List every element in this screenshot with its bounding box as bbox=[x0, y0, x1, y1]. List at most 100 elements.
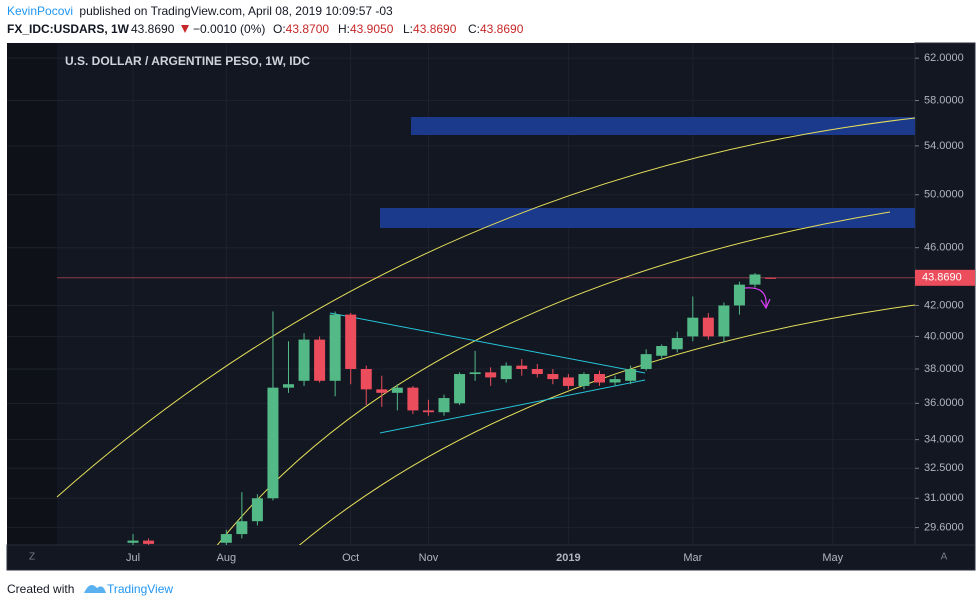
ohlc-value: 43.9050 bbox=[350, 22, 394, 36]
candle-body bbox=[469, 372, 481, 375]
candle-body bbox=[391, 387, 403, 393]
last-price: 43.8690 bbox=[131, 22, 175, 36]
candle-body bbox=[236, 521, 248, 535]
candle-body bbox=[345, 314, 357, 369]
button-a[interactable]: A bbox=[941, 552, 948, 563]
candle-body bbox=[765, 277, 777, 279]
candle-body bbox=[749, 274, 761, 285]
ohlc-item: L:43.8690 bbox=[403, 22, 457, 36]
y-tick-label: 62.0000 bbox=[924, 52, 964, 64]
candle-body bbox=[609, 379, 621, 383]
candle-body bbox=[578, 374, 590, 386]
candle-body bbox=[594, 374, 605, 383]
author[interactable]: KevinPocovi bbox=[7, 4, 73, 18]
x-tick-label: 2019 bbox=[556, 552, 580, 564]
candle-body bbox=[360, 368, 372, 390]
time-axis bbox=[6, 544, 976, 571]
ohlc-value: 43.8700 bbox=[286, 22, 330, 36]
last-price-label: 43.8690 bbox=[922, 272, 962, 284]
footer-brand[interactable]: TradingView bbox=[107, 582, 173, 596]
y-tick-label: 58.0000 bbox=[924, 94, 964, 106]
last-price-box bbox=[915, 269, 975, 286]
x-tick-label: Oct bbox=[342, 552, 359, 564]
y-tick-label: 32.5000 bbox=[924, 462, 964, 474]
candle-body bbox=[283, 384, 294, 388]
candle-body bbox=[251, 498, 263, 522]
candle-body bbox=[485, 372, 497, 378]
y-tick-label: 31.0000 bbox=[924, 492, 964, 504]
ohlc-item: C:43.8690 bbox=[468, 22, 524, 36]
y-tick-label: 54.0000 bbox=[924, 140, 964, 152]
y-tick-label: 50.0000 bbox=[924, 189, 964, 201]
chart-title: U.S. DOLLAR / ARGENTINE PESO, 1W, IDC bbox=[65, 54, 310, 68]
candle-body bbox=[422, 410, 434, 413]
candle-body bbox=[531, 368, 543, 375]
x-tick-label: Mar bbox=[683, 552, 702, 564]
x-tick-label: Aug bbox=[217, 552, 237, 564]
candle-body bbox=[702, 317, 714, 337]
candle-body bbox=[407, 387, 419, 411]
x-tick-label: Nov bbox=[419, 552, 439, 564]
ohlc-key: C: bbox=[468, 22, 480, 36]
candle-body bbox=[671, 338, 683, 350]
ohlc-key: O: bbox=[273, 22, 286, 36]
y-tick-label: 34.0000 bbox=[924, 434, 964, 446]
ohlc-value: 43.8690 bbox=[413, 22, 457, 36]
candle-body bbox=[329, 314, 341, 381]
logo bbox=[84, 584, 106, 593]
button-z[interactable]: Z bbox=[29, 552, 35, 563]
candle-body bbox=[143, 540, 155, 544]
candle-body bbox=[298, 339, 310, 381]
candle-body bbox=[562, 377, 574, 386]
candle-body bbox=[220, 534, 232, 543]
candle-body bbox=[640, 354, 652, 369]
drawings bbox=[56, 117, 915, 545]
y-tick-label: 42.0000 bbox=[924, 299, 964, 311]
symbol: FX_IDC:USDARS, 1W bbox=[7, 22, 130, 36]
candle-body bbox=[733, 284, 745, 306]
x-tick-label: Jul bbox=[126, 552, 140, 564]
candle-body bbox=[500, 365, 512, 380]
y-tick-label: 38.0000 bbox=[924, 363, 964, 375]
candle-body bbox=[376, 389, 388, 393]
y-tick-label: 40.0000 bbox=[924, 330, 964, 342]
ohlc-key: L: bbox=[403, 22, 413, 36]
y-tick-label: 36.0000 bbox=[924, 397, 964, 409]
triangle-line bbox=[379, 379, 646, 434]
ohlc-key: H: bbox=[338, 22, 350, 36]
candle-body bbox=[267, 387, 279, 499]
candles bbox=[127, 273, 777, 545]
y-tick-label: 29.6000 bbox=[924, 522, 964, 534]
candle-body bbox=[718, 305, 730, 337]
arrow-drawing bbox=[744, 287, 771, 310]
candle-body bbox=[656, 346, 668, 356]
x-axis: Jul Aug Oct Nov 2019 Mar May bbox=[126, 552, 844, 564]
ohlc-item: H:43.9050 bbox=[338, 22, 394, 36]
y-tick-label: 46.0000 bbox=[924, 242, 964, 254]
channel-line bbox=[216, 211, 891, 545]
ohlc-value: 43.8690 bbox=[480, 22, 524, 36]
ohlc: O:43.8700 H:43.9050 L:43.8690 C:43.8690 bbox=[273, 22, 524, 36]
down-arrow bbox=[181, 25, 189, 33]
candle-body bbox=[687, 317, 699, 337]
left-strip bbox=[7, 43, 57, 545]
channel-line bbox=[56, 117, 915, 498]
header-line: KevinPocovi published on TradingView.com… bbox=[7, 4, 393, 18]
triangle-line bbox=[329, 312, 646, 374]
zone bbox=[380, 208, 915, 228]
candle-body bbox=[314, 339, 326, 381]
candle-body bbox=[516, 365, 528, 369]
published: published on TradingView.com, April 08, … bbox=[79, 4, 393, 18]
ohlc-item: O:43.8700 bbox=[273, 22, 329, 36]
candle-body bbox=[547, 374, 559, 380]
channel-line bbox=[298, 304, 915, 545]
candle-body bbox=[454, 374, 466, 404]
price-axis bbox=[914, 42, 976, 546]
change: −0.0010 (0%) bbox=[193, 22, 265, 36]
footer-text: Created with bbox=[7, 582, 74, 596]
candle-body bbox=[438, 398, 450, 413]
candle-body bbox=[625, 368, 637, 381]
candle-body bbox=[127, 540, 139, 543]
